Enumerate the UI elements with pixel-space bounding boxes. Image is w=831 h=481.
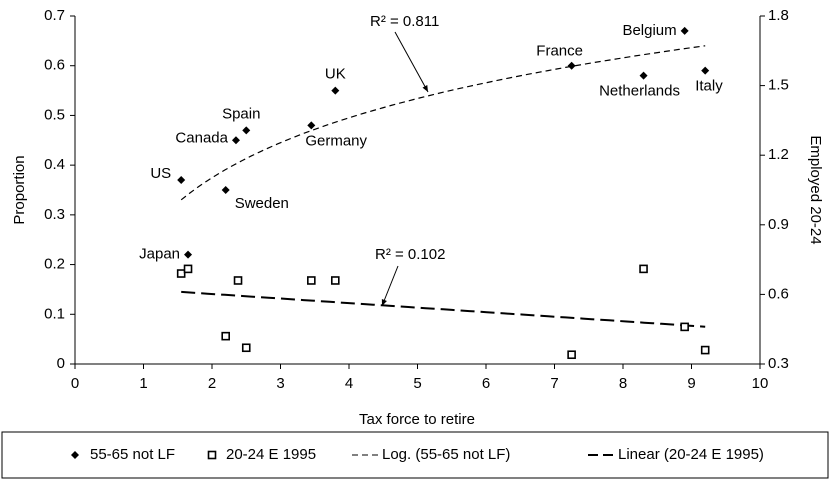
point (680, 322, 689, 332)
trend-line (181, 290, 706, 328)
y-tick-label: 0.2 (44, 256, 65, 273)
point (639, 71, 648, 80)
point (184, 250, 193, 259)
point (330, 276, 340, 285)
legend-label: Linear (20-24 E 1995) (618, 446, 764, 463)
legend-box (1, 431, 829, 479)
point (242, 126, 251, 135)
annotation-arrow (381, 265, 399, 307)
y2-tick-label: 1.8 (768, 7, 789, 24)
point (231, 136, 240, 145)
point-label: UK (325, 66, 346, 83)
arrow-head (422, 85, 428, 92)
point (700, 345, 710, 355)
point (307, 276, 316, 285)
y-tick-label: 0.4 (44, 156, 65, 173)
point-label: Belgium (622, 22, 676, 39)
point-label: Japan (139, 246, 180, 263)
point (241, 343, 251, 353)
point (233, 276, 243, 285)
x-tick-label: 0 (71, 375, 79, 392)
legend-label: 55-65 not LF (90, 446, 175, 463)
x-tick-label: 2 (208, 375, 216, 392)
point (207, 450, 217, 460)
y-tick-label: 0.5 (44, 106, 65, 123)
y-tick-label: 0 (57, 355, 65, 372)
y2-tick-label: 0.9 (768, 216, 789, 233)
x-tick-label: 6 (482, 375, 490, 392)
y-tick-label: 0.7 (44, 7, 65, 24)
x-axis-title: Tax force to retire (359, 411, 475, 428)
y-tick-label: 0.1 (44, 305, 65, 322)
x-tick-label: 10 (752, 375, 769, 392)
y2-tick-label: 1.2 (768, 146, 789, 163)
point-label: Sweden (235, 195, 289, 212)
point (183, 264, 193, 274)
y2-tick-label: 1.5 (768, 77, 789, 94)
y-tick-label: 0.6 (44, 57, 65, 74)
y2-axis-title: Employed 20-24 (807, 135, 824, 244)
point (567, 350, 576, 360)
point-label: Italy (695, 78, 723, 95)
point (331, 86, 340, 95)
point (680, 26, 689, 35)
point-label: Germany (305, 132, 367, 149)
point (221, 186, 230, 194)
y2-tick-label: 0.3 (768, 355, 789, 372)
legend-marker (71, 451, 79, 459)
point (176, 269, 186, 278)
point-label: US (150, 165, 171, 182)
point (307, 121, 316, 130)
legend-label: Log. (55-65 not LF) (382, 446, 510, 463)
point (639, 264, 648, 274)
point (177, 176, 186, 185)
point-label: Spain (222, 105, 260, 122)
x-tick-label: 7 (550, 375, 558, 392)
point-label: Netherlands (599, 83, 680, 100)
x-tick-label: 1 (139, 375, 147, 392)
x-tick-label: 9 (687, 375, 695, 392)
x-tick-label: 8 (619, 375, 627, 392)
y2-tick-label: 0.6 (768, 285, 789, 302)
y-tick-label: 0.3 (44, 206, 65, 223)
legend-label: 20-24 E 1995 (226, 446, 316, 463)
y-axis-title: Proportion (11, 155, 28, 224)
x-tick-label: 5 (413, 375, 421, 392)
point (221, 331, 230, 341)
x-tick-label: 4 (345, 375, 353, 392)
x-tick-label: 3 (276, 375, 284, 392)
trend-annotation: R² = 0.102 (375, 246, 445, 263)
point (701, 66, 710, 75)
arrow-head (381, 299, 387, 306)
point (567, 61, 576, 70)
annotation-arrow (394, 31, 429, 93)
trend-line (180, 45, 706, 201)
trend-annotation: R² = 0.811 (370, 13, 439, 30)
point-label: France (536, 43, 583, 60)
point-label: Canada (175, 129, 228, 146)
